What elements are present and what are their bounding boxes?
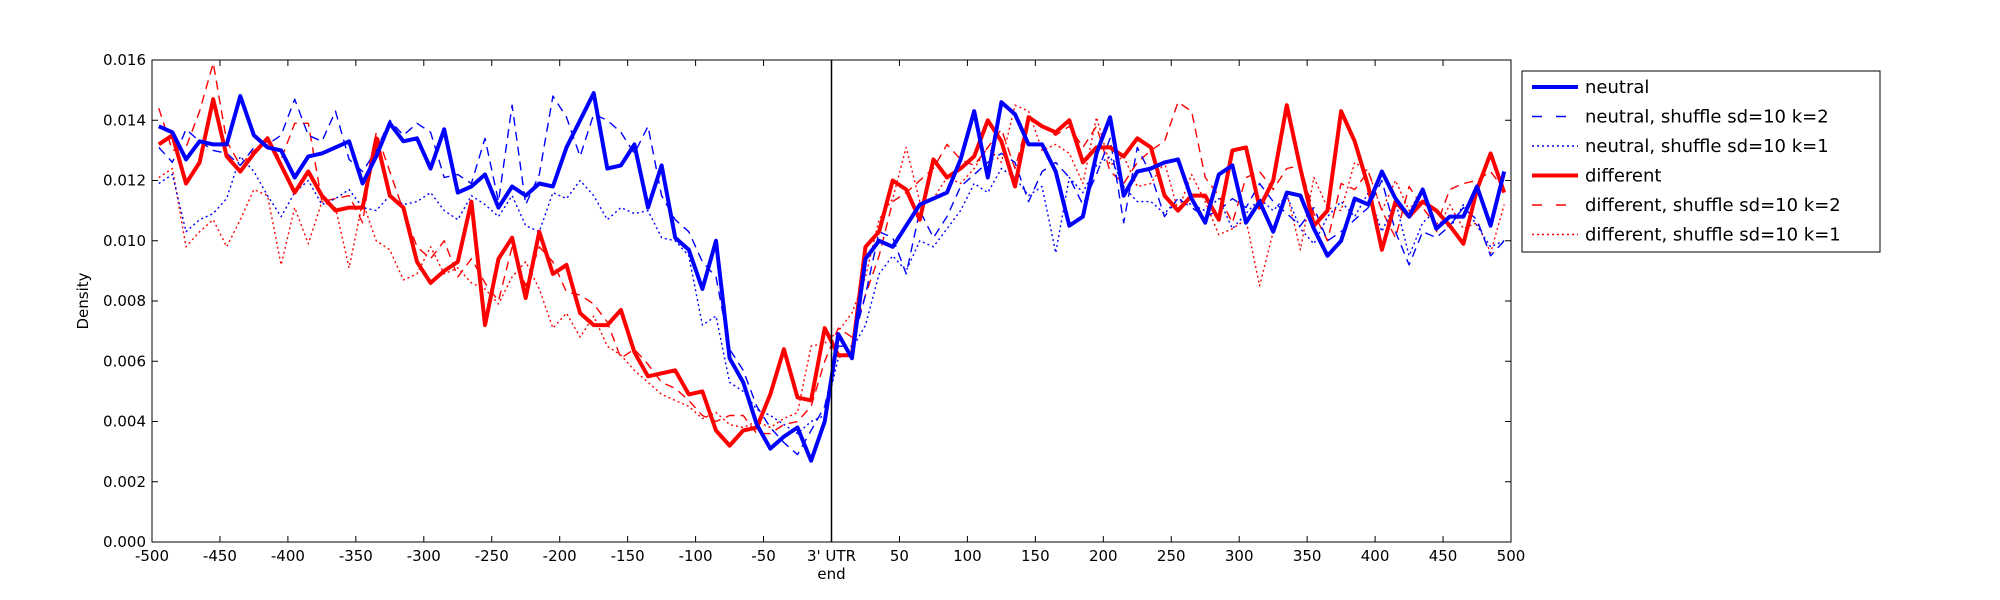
y-axis-label: Density xyxy=(74,272,92,329)
series-line-neutral-shuffle-sd-10-k-1 xyxy=(158,155,1505,435)
legend-label: different, shuffle sd=10 k=2 xyxy=(1585,195,1841,216)
y-tick-label: 0.012 xyxy=(103,172,146,190)
legend-label: different xyxy=(1585,166,1661,187)
x-tick-label: 450 xyxy=(1429,547,1458,565)
y-tick-label: 0.010 xyxy=(103,232,146,250)
y-tick-label: 0.004 xyxy=(103,413,146,431)
x-tick-label: -450 xyxy=(203,547,237,565)
legend-label: neutral, shuffle sd=10 k=2 xyxy=(1585,107,1829,128)
x-tick-label: -150 xyxy=(611,547,645,565)
x-tick-label: 400 xyxy=(1361,547,1390,565)
x-tick-label: 150 xyxy=(1021,547,1050,565)
x-tick-sublabel: end xyxy=(817,565,845,583)
legend: neutral neutral, shuffle sd=10 k=2 neutral… xyxy=(1521,70,1881,253)
y-tick-label: 0.006 xyxy=(103,352,146,370)
x-tick-label: -300 xyxy=(407,547,441,565)
x-tick-label: 200 xyxy=(1089,547,1118,565)
x-tick-label: -50 xyxy=(751,547,776,565)
x-tick-label: -350 xyxy=(339,547,373,565)
y-tick-label: 0.008 xyxy=(103,292,146,310)
x-tick-label: -100 xyxy=(679,547,713,565)
x-tick-label: 100 xyxy=(953,547,982,565)
y-tick-label: 0.016 xyxy=(103,51,146,69)
x-tick-label: 3' UTR xyxy=(807,547,856,565)
x-tick-label: 250 xyxy=(1157,547,1186,565)
x-tick-label: 350 xyxy=(1293,547,1322,565)
y-axis-ticks: 0.000 0.002 0.004 0.006 0.008 0.010 0.012 0.014… xyxy=(103,51,1511,551)
x-tick-label: -250 xyxy=(475,547,509,565)
legend-label: different, shuffle sd=10 k=1 xyxy=(1585,225,1841,246)
x-tick-label: 50 xyxy=(890,547,909,565)
legend-box xyxy=(1521,70,1881,253)
x-tick-label: -500 xyxy=(135,547,169,565)
y-tick-label: 0.002 xyxy=(103,473,146,491)
x-tick-label: 500 xyxy=(1497,547,1526,565)
y-tick-label: 0.000 xyxy=(103,533,146,551)
x-tick-label: -200 xyxy=(543,547,577,565)
x-tick-label: -400 xyxy=(271,547,305,565)
legend-label: neutral xyxy=(1585,77,1649,98)
x-axis-ticks: -500 -450 -400 -350 -300 -250 -200 -150 -100 -50 3… xyxy=(135,60,1525,565)
x-tick-label: 300 xyxy=(1225,547,1254,565)
legend-label: neutral, shuffle sd=10 k=1 xyxy=(1585,136,1829,157)
y-tick-label: 0.014 xyxy=(103,111,146,129)
